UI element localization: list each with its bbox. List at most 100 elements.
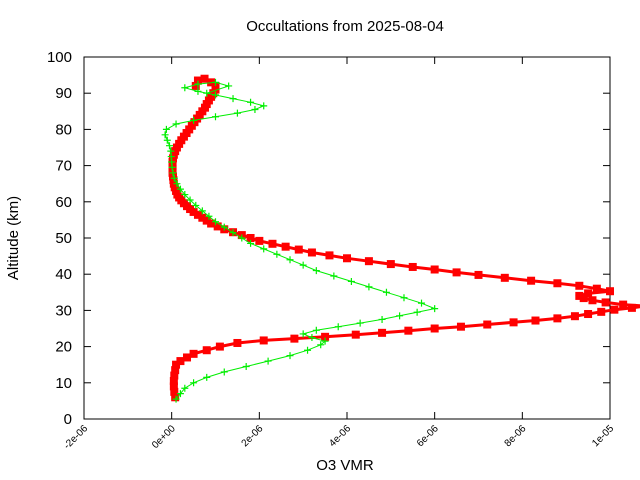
data-point-plus	[165, 142, 173, 150]
data-point-plus	[299, 261, 307, 269]
data-point-square	[198, 213, 207, 222]
data-point-square	[183, 353, 192, 362]
x-tick-label: 6e-06	[415, 423, 441, 449]
y-axis-label: Altitude (km)	[5, 196, 22, 280]
x-tick-label: 8e-06	[503, 423, 529, 449]
data-point-plus	[229, 229, 237, 237]
data-point-square	[171, 366, 180, 375]
data-point-plus	[176, 390, 184, 398]
data-point-plus	[299, 330, 307, 338]
data-point-plus	[170, 174, 178, 182]
data-point-square	[606, 287, 614, 296]
data-point-square	[364, 257, 373, 266]
data-point-plus	[212, 91, 219, 99]
data-point-square	[343, 254, 351, 263]
data-point-square	[404, 326, 413, 335]
data-point-square	[579, 294, 588, 303]
data-point-square	[169, 382, 178, 391]
data-point-square	[172, 360, 181, 369]
data-point-plus	[304, 346, 312, 354]
data-point-plus	[163, 136, 171, 144]
data-point-square	[176, 357, 185, 366]
data-point-plus	[172, 120, 180, 128]
data-point-plus	[260, 102, 268, 110]
data-point-plus	[198, 207, 206, 215]
data-point-square	[584, 289, 593, 298]
data-point-plus	[229, 95, 237, 103]
data-point-square	[321, 332, 330, 341]
data-point-plus	[176, 185, 184, 193]
data-point-plus	[233, 109, 241, 117]
data-point-square	[191, 81, 200, 90]
data-point-plus	[194, 80, 202, 88]
data-point-square	[575, 281, 584, 290]
data-point-plus	[286, 256, 294, 264]
data-point-square	[408, 262, 417, 271]
data-point-plus	[400, 294, 408, 302]
data-point-square	[200, 74, 209, 83]
data-point-square	[307, 248, 316, 257]
data-point-plus	[181, 191, 189, 199]
series-green-profile	[161, 78, 439, 403]
data-point-plus	[203, 89, 211, 97]
data-point-square	[474, 270, 483, 279]
data-point-plus	[238, 234, 246, 242]
data-point-square	[619, 300, 628, 309]
data-point-plus	[186, 196, 194, 204]
data-point-square	[290, 334, 299, 343]
x-tick-label: 1e-05	[590, 423, 616, 449]
data-point-square	[189, 349, 198, 358]
data-point-plus	[194, 87, 202, 95]
x-axis-label: O3 VMR	[316, 457, 374, 474]
data-point-plus	[161, 131, 169, 139]
data-point-plus	[431, 305, 439, 313]
data-point-square	[592, 284, 601, 293]
y-tick-label: 60	[55, 194, 72, 211]
data-point-square	[325, 251, 334, 260]
y-tick-label: 30	[55, 302, 72, 319]
data-point-plus	[396, 312, 404, 320]
data-point-plus	[162, 125, 170, 133]
data-point-square	[553, 314, 562, 323]
y-tick-label: 20	[55, 339, 72, 356]
y-tick-label: 90	[55, 85, 72, 102]
data-point-square	[483, 320, 492, 329]
data-point-square	[193, 76, 202, 85]
data-point-square	[202, 216, 211, 225]
data-point-plus	[190, 379, 198, 387]
data-point-plus	[286, 352, 294, 360]
data-point-square	[527, 276, 536, 285]
y-tick-label: 10	[55, 375, 72, 392]
data-point-plus	[321, 337, 329, 345]
data-point-square	[193, 210, 202, 219]
y-tick-label: 80	[55, 121, 72, 138]
data-point-square	[597, 307, 606, 316]
data-point-square	[430, 324, 439, 333]
data-point-plus	[312, 267, 320, 275]
data-point-plus	[260, 245, 268, 253]
data-point-square	[553, 279, 562, 288]
data-point-square	[294, 245, 303, 254]
data-point-square	[509, 318, 518, 327]
data-point-plus	[169, 169, 177, 177]
data-point-plus	[220, 223, 228, 231]
data-point-plus	[251, 105, 259, 113]
data-point-plus	[330, 272, 338, 280]
data-point-square	[259, 336, 268, 345]
data-point-plus	[212, 218, 219, 226]
data-point-square	[233, 338, 242, 347]
data-point-square	[575, 291, 584, 300]
y-tick-label: 40	[55, 266, 72, 283]
data-point-square	[531, 316, 540, 325]
data-point-plus	[205, 212, 213, 220]
data-point-plus	[413, 308, 421, 316]
data-point-square	[207, 219, 216, 228]
y-tick-label: 50	[55, 230, 72, 247]
data-point-square	[378, 328, 387, 337]
data-point-square	[570, 312, 579, 321]
data-point-square	[170, 387, 179, 396]
data-point-plus	[212, 113, 219, 121]
data-point-plus	[172, 395, 180, 403]
data-point-square	[281, 242, 290, 251]
